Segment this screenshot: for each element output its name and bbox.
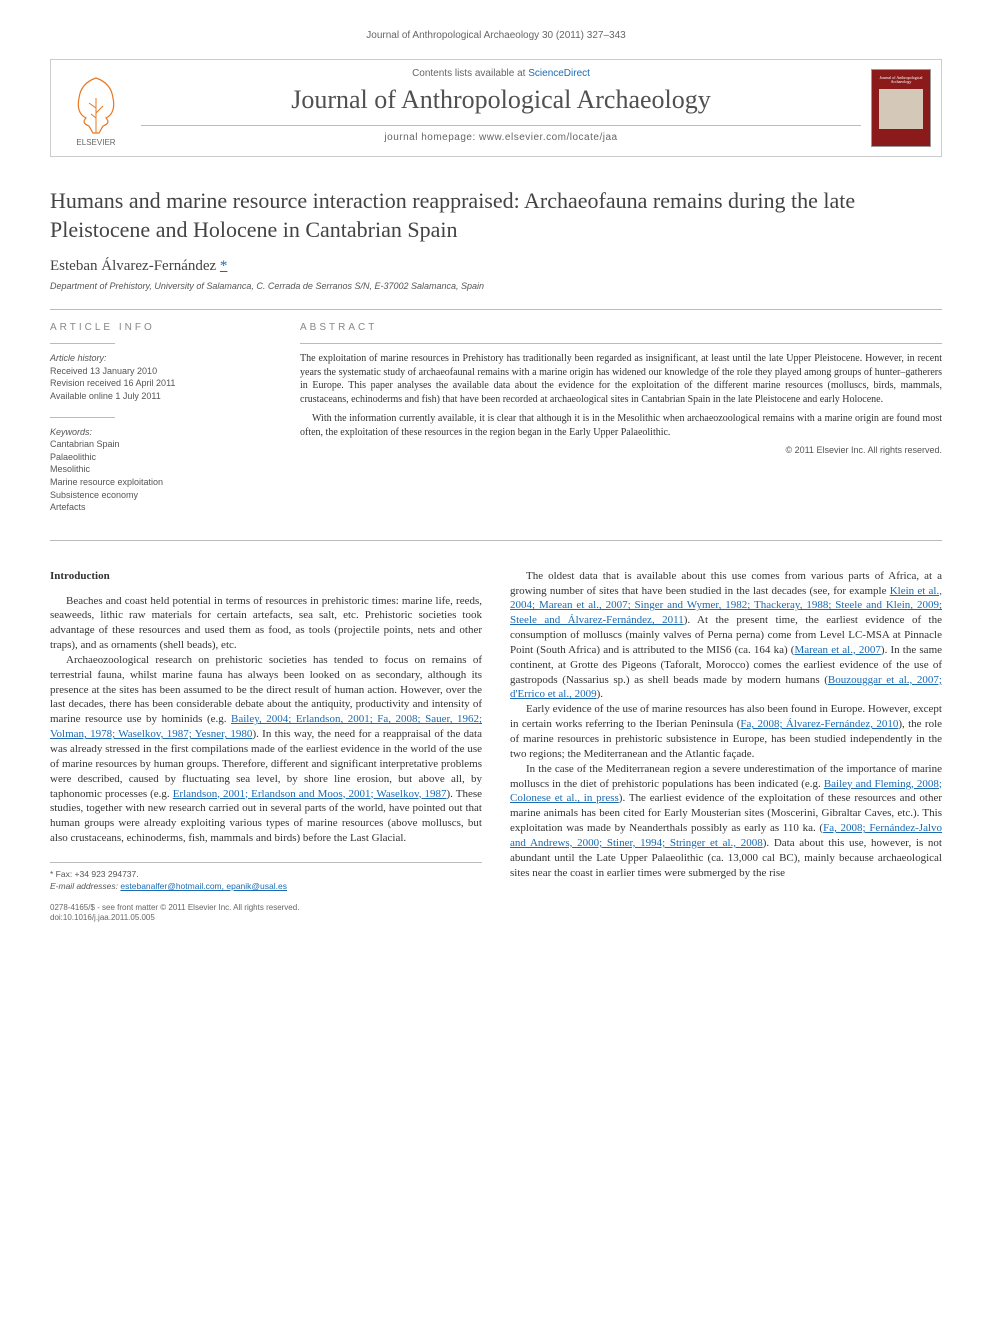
- article-info-column: ARTICLE INFO Article history: Received 1…: [50, 310, 280, 540]
- elsevier-tree-logo: ELSEVIER: [61, 68, 131, 148]
- keyword-item: Marine resource exploitation: [50, 476, 260, 489]
- article-title: Humans and marine resource interaction r…: [50, 187, 942, 244]
- keywords-rule: [50, 417, 115, 418]
- citation-link[interactable]: Fa, 2008; Álvarez-Fernández, 2010: [740, 718, 898, 730]
- history-online: Available online 1 July 2011: [50, 390, 260, 403]
- journal-name: Journal of Anthropological Archaeology: [141, 85, 861, 115]
- contents-available-line: Contents lists available at ScienceDirec…: [141, 68, 861, 79]
- body-paragraph: Early evidence of the use of marine reso…: [510, 702, 942, 761]
- sciencedirect-link[interactable]: ScienceDirect: [528, 68, 590, 79]
- keywords-block: Keywords: Cantabrian Spain Palaeolithic …: [50, 426, 260, 514]
- body-left-column: Introduction Beaches and coast held pote…: [50, 569, 482, 893]
- footer-front-matter: 0278-4165/$ - see front matter © 2011 El…: [50, 903, 942, 913]
- publisher-name: ELSEVIER: [76, 138, 115, 147]
- page-footer: 0278-4165/$ - see front matter © 2011 El…: [50, 903, 942, 924]
- author-line: Esteban Álvarez-Fernández *: [50, 258, 942, 275]
- keywords-label: Keywords:: [50, 426, 260, 439]
- history-received: Received 13 January 2010: [50, 365, 260, 378]
- cover-thumbnail-cell: Journal of Anthropological Archaeology: [861, 60, 941, 156]
- masthead: ELSEVIER Contents lists available at Sci…: [50, 59, 942, 157]
- keyword-item: Mesolithic: [50, 463, 260, 476]
- history-label: Article history:: [50, 352, 260, 365]
- citation-link[interactable]: Erlandson, 2001; Erlandson and Moos, 200…: [173, 788, 447, 800]
- journal-cover-thumbnail[interactable]: Journal of Anthropological Archaeology: [871, 69, 931, 147]
- abstract-paragraph: With the information currently available…: [300, 412, 942, 439]
- contents-prefix: Contents lists available at: [412, 68, 528, 79]
- author-affiliation: Department of Prehistory, University of …: [50, 281, 942, 291]
- section-heading-introduction: Introduction: [50, 569, 482, 584]
- history-revision: Revision received 16 April 2011: [50, 377, 260, 390]
- body-two-column: Introduction Beaches and coast held pote…: [50, 569, 942, 893]
- footnote-email-line: E-mail addresses: estebanalfer@hotmail.c…: [50, 881, 482, 893]
- masthead-center: Contents lists available at ScienceDirec…: [141, 60, 861, 156]
- footer-doi: doi:10.1016/j.jaa.2011.05.005: [50, 913, 942, 923]
- corresponding-author-mark[interactable]: *: [220, 258, 228, 274]
- abstract-text: The exploitation of marine resources in …: [300, 352, 942, 439]
- citation-link[interactable]: Marean et al., 2007: [794, 644, 880, 656]
- cover-image-placeholder: [879, 89, 923, 129]
- cover-title-text: Journal of Anthropological Archaeology: [872, 76, 930, 85]
- abstract-paragraph: The exploitation of marine resources in …: [300, 352, 942, 406]
- publisher-logo-cell: ELSEVIER: [51, 60, 141, 156]
- article-info-label: ARTICLE INFO: [50, 322, 260, 333]
- footnote-email-link[interactable]: estebanalfer@hotmail.com, epanik@usal.es: [120, 881, 287, 891]
- body-paragraph: Archaeozoological research on prehistori…: [50, 653, 482, 846]
- footnote-email-label: E-mail addresses:: [50, 881, 118, 891]
- body-right-column: The oldest data that is available about …: [510, 569, 942, 893]
- keyword-item: Cantabrian Spain: [50, 438, 260, 451]
- abstract-label: ABSTRACT: [300, 322, 942, 333]
- body-paragraph: Beaches and coast held potential in term…: [50, 594, 482, 653]
- article-history-block: Article history: Received 13 January 201…: [50, 352, 260, 402]
- body-text: ).: [597, 688, 603, 700]
- running-header: Journal of Anthropological Archaeology 3…: [50, 30, 942, 41]
- info-rule: [50, 343, 115, 344]
- footnote-fax: * Fax: +34 923 294737.: [50, 869, 482, 881]
- author-name: Esteban Álvarez-Fernández: [50, 258, 216, 274]
- corresponding-footnote: * Fax: +34 923 294737. E-mail addresses:…: [50, 862, 482, 893]
- masthead-rule: [141, 125, 861, 126]
- keyword-item: Subsistence economy: [50, 489, 260, 502]
- abstract-column: ABSTRACT The exploitation of marine reso…: [280, 310, 942, 540]
- body-paragraph: The oldest data that is available about …: [510, 569, 942, 703]
- info-abstract-row: ARTICLE INFO Article history: Received 1…: [50, 309, 942, 541]
- body-paragraph: In the case of the Mediterranean region …: [510, 762, 942, 881]
- keyword-item: Artefacts: [50, 501, 260, 514]
- abstract-copyright: © 2011 Elsevier Inc. All rights reserved…: [300, 445, 942, 455]
- journal-homepage-line: journal homepage: www.elsevier.com/locat…: [141, 132, 861, 143]
- keyword-item: Palaeolithic: [50, 451, 260, 464]
- body-text: The oldest data that is available about …: [510, 570, 942, 597]
- abstract-rule: [300, 343, 942, 344]
